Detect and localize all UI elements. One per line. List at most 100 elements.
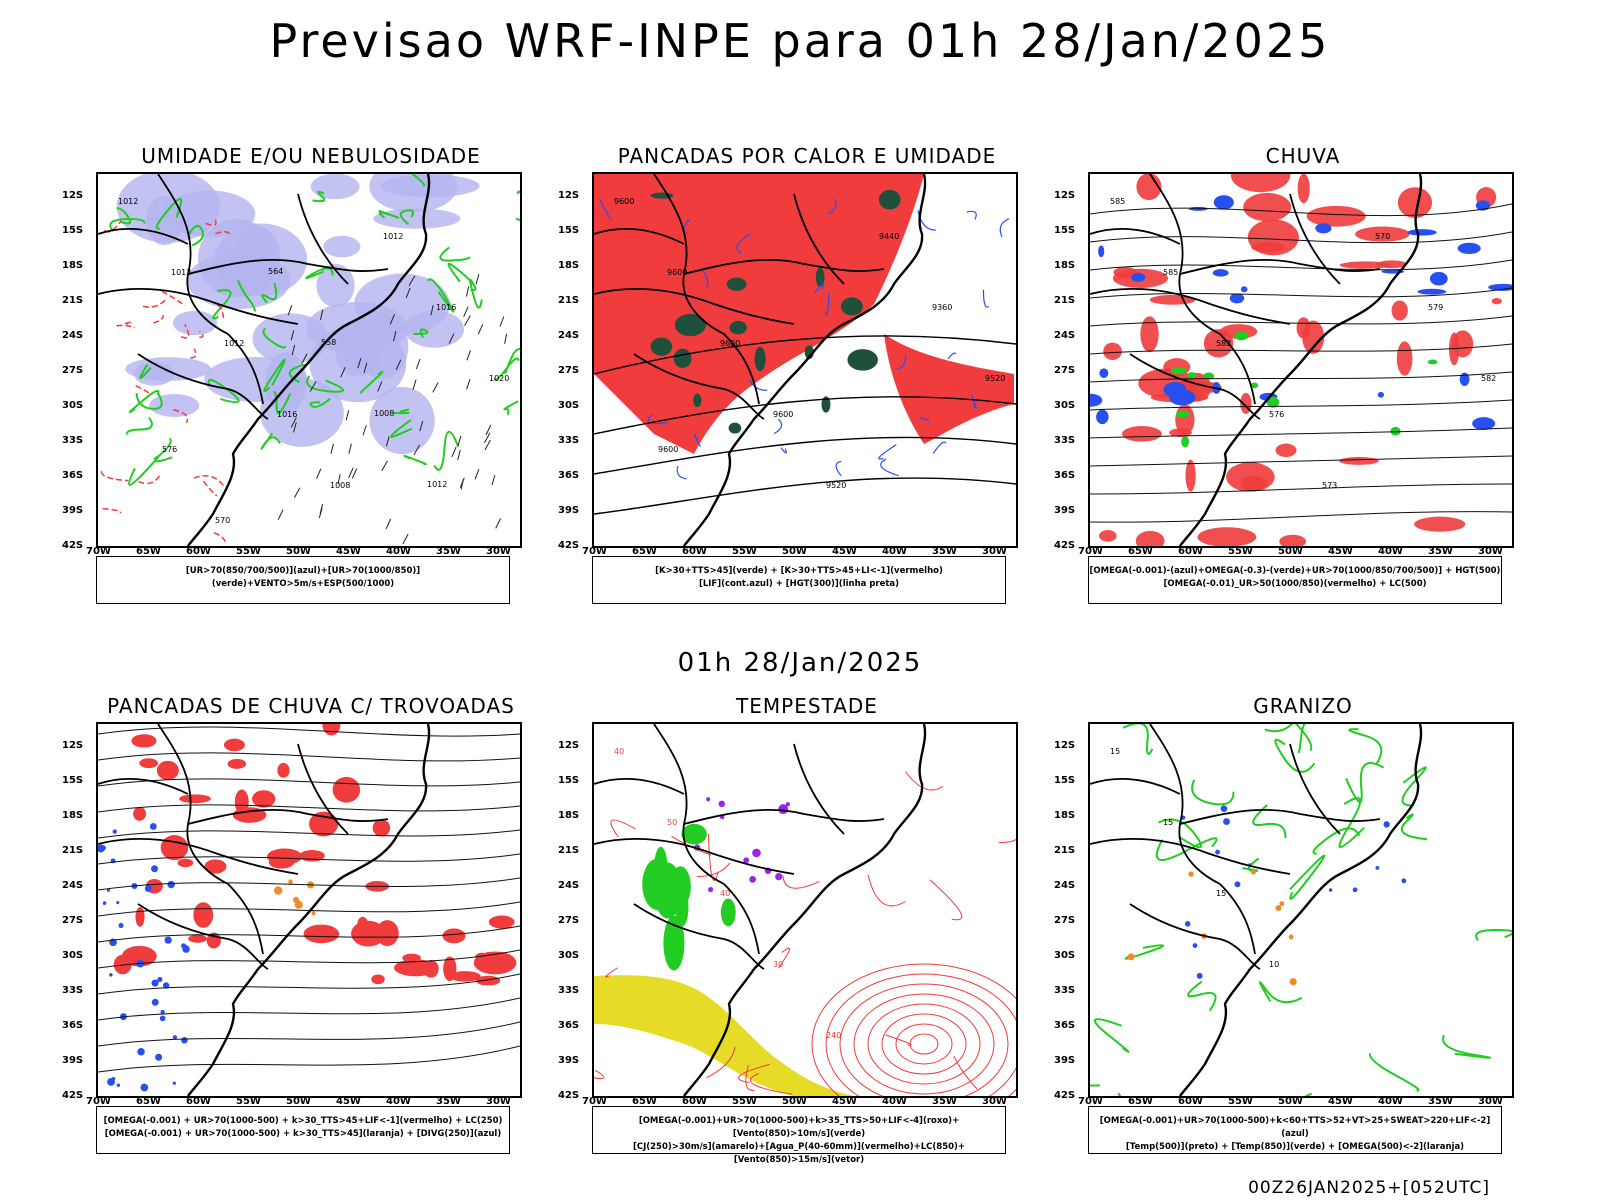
forecast-map: 15 15 15 10 [1088, 722, 1514, 1098]
lon-tick-label: 35W [1428, 546, 1453, 557]
border-line [683, 809, 885, 825]
lat-tick-label: 18S [1054, 810, 1076, 821]
omega-area [1127, 953, 1135, 961]
humidity-contour [378, 209, 400, 219]
lat-tick-label: 18S [1054, 260, 1076, 271]
divergence-area [155, 1053, 163, 1061]
wind-arrow [499, 316, 505, 327]
storm-area [785, 802, 790, 807]
lif-contour [982, 289, 990, 308]
rain-area [1185, 459, 1196, 492]
lon-tick-label: 65W [632, 546, 657, 557]
lat-tick-label: 39S [1054, 1055, 1076, 1066]
wind-arrow [483, 432, 491, 443]
humidity-contour [261, 282, 278, 304]
omega-area [1250, 869, 1256, 875]
omega-area [1090, 393, 1103, 407]
lat-tick-label: 36S [558, 470, 580, 481]
humidity-contour [154, 437, 173, 463]
storm-area [177, 858, 194, 868]
temp-850-contour [1295, 724, 1313, 752]
water-contour [749, 1072, 793, 1095]
humidity-contour [155, 198, 183, 230]
lon-tick-label: 45W [336, 546, 361, 557]
moist-area [754, 346, 766, 372]
wind-arrow [491, 475, 496, 486]
border-line [187, 809, 389, 825]
lat-tick-label: 12S [558, 190, 580, 201]
lat-tick-label: 24S [1054, 880, 1076, 891]
thickness-contour [190, 348, 197, 359]
temp-850-contour [1122, 724, 1154, 755]
contour-label: 579 [1428, 303, 1443, 312]
storm-area [188, 934, 208, 943]
instability-area [294, 900, 303, 909]
contour-label: 9520 [985, 374, 1005, 383]
contour-label: 585 [1163, 268, 1178, 277]
storm-area [179, 794, 211, 804]
lif-contour [814, 283, 824, 294]
lif-contour [970, 394, 977, 410]
forecast-map: 1012 1012 1012 1016 1008 1012 1016 1020 576 570 56… [96, 172, 522, 548]
lat-tick-label: 30S [62, 400, 84, 411]
height-contour [594, 396, 1016, 435]
wind-arrow [485, 424, 492, 436]
map-canvas: 1012 1012 1012 1016 1008 1012 1016 1020 576 570 56… [98, 174, 520, 546]
lat-tick-label: 42S [1054, 1090, 1076, 1101]
temp-850-contour [1475, 929, 1512, 942]
contour-label: 240 [826, 1031, 841, 1040]
lat-tick-label: 15S [1054, 225, 1076, 236]
wind-arrow [451, 446, 457, 458]
wind-arrow [385, 436, 390, 447]
hail-area [1215, 849, 1220, 855]
storm-area [706, 797, 711, 802]
strong-omega-area [1181, 435, 1190, 448]
lat-tick-label: 12S [62, 190, 84, 201]
pressure-contour [867, 1003, 981, 1085]
omega-area [1407, 229, 1437, 236]
divergence-area [116, 901, 120, 905]
moist-area [729, 320, 747, 335]
legend-box: [UR>70(850/700/500)](azul)+[UR>70(1000/8… [96, 556, 510, 604]
lat-tick-label: 27S [1054, 365, 1076, 376]
humidity-contour [128, 389, 160, 414]
wind-arrow [495, 518, 502, 529]
contour-label: 9600 [720, 339, 740, 348]
moist-area [840, 297, 863, 316]
storm-area [357, 916, 368, 931]
wind-arrow [385, 518, 392, 530]
lon-tick-label: 70W [86, 1096, 111, 1107]
lat-tick-label: 27S [62, 915, 84, 926]
temp-850-contour [1124, 944, 1164, 960]
rain-area [1279, 534, 1307, 546]
wind-arrow [377, 381, 383, 392]
lat-tick-label: 36S [62, 1020, 84, 1031]
storm-area [449, 971, 481, 982]
pressure-contour [839, 983, 1009, 1096]
temp-850-contour [1369, 1053, 1420, 1092]
storm-area [204, 859, 227, 874]
map-canvas: 9600 9600 9600 9600 9520 9440 9360 9520 9600 [594, 174, 1016, 546]
border-line [1090, 227, 1181, 245]
wind-arrow [319, 309, 324, 320]
lon-tick-label: 50W [1278, 546, 1303, 557]
border-line [723, 883, 760, 955]
contour-label: 585 [1110, 197, 1125, 206]
lon-tick-label: 30W [1478, 1096, 1503, 1107]
lif-contour [749, 379, 768, 391]
coastline [187, 174, 431, 546]
humidity-area [369, 386, 435, 455]
pressure-contour [895, 1023, 953, 1065]
moist-area [693, 393, 702, 408]
strong-omega-area [1250, 382, 1259, 389]
border-line [793, 193, 845, 285]
lat-tick-label: 33S [558, 985, 580, 996]
lon-tick-label: 65W [136, 1096, 161, 1107]
temp-850-contour [1187, 980, 1217, 1012]
lat-tick-label: 18S [62, 810, 84, 821]
wind-area [642, 858, 673, 910]
wind-arrow [393, 330, 397, 342]
border-line [1129, 353, 1261, 420]
contour-label: 30 [773, 960, 783, 969]
border-line [1179, 259, 1381, 275]
